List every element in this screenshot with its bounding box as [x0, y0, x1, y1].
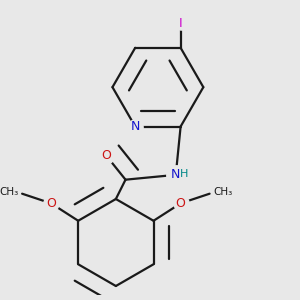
- Text: O: O: [101, 149, 111, 162]
- Text: H: H: [180, 169, 189, 179]
- Text: O: O: [46, 197, 56, 210]
- Text: N: N: [130, 120, 140, 133]
- Text: O: O: [176, 197, 185, 210]
- Text: CH₃: CH₃: [0, 187, 18, 197]
- Text: CH₃: CH₃: [214, 187, 233, 197]
- Text: I: I: [179, 17, 182, 30]
- Text: N: N: [171, 168, 181, 181]
